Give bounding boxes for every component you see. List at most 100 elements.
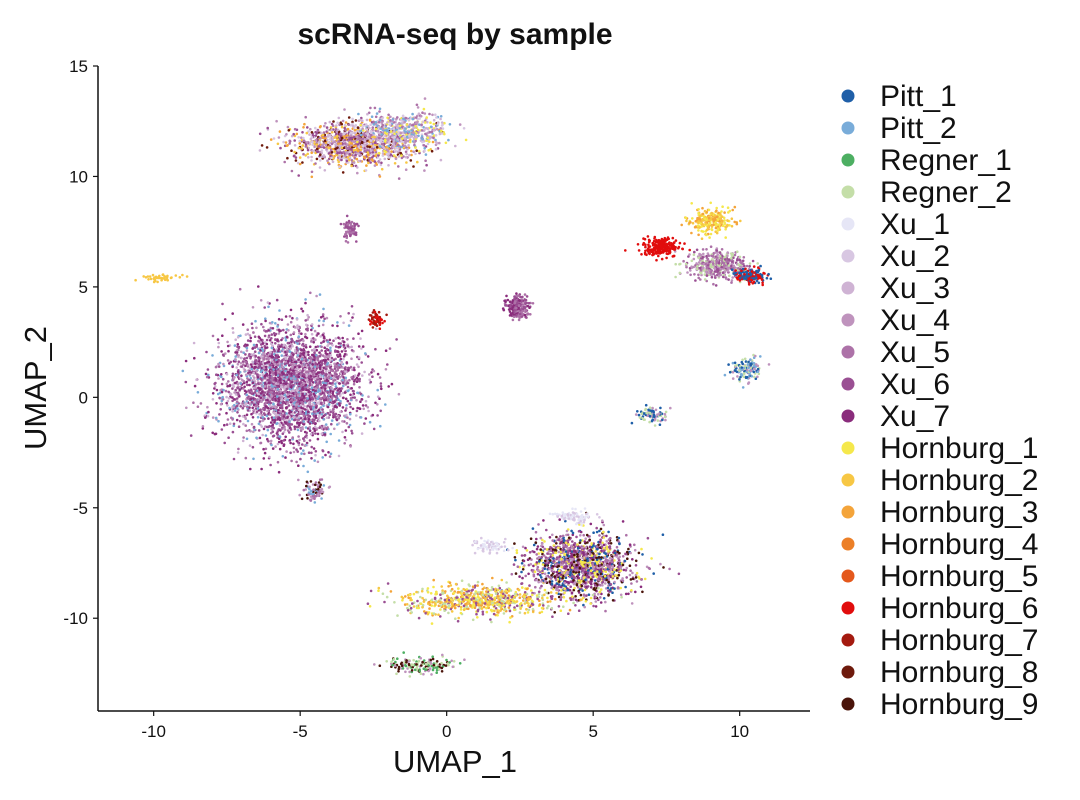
- data-point: [407, 144, 410, 147]
- data-point: [226, 344, 230, 348]
- data-point: [405, 139, 408, 143]
- data-point: [262, 427, 266, 431]
- data-point: [426, 136, 430, 139]
- data-point: [245, 393, 249, 397]
- data-point: [357, 345, 361, 348]
- data-point: [344, 376, 348, 380]
- data-point: [412, 123, 415, 126]
- data-point: [268, 339, 272, 342]
- data-point: [291, 412, 294, 416]
- data-point: [235, 373, 238, 377]
- data-point: [220, 428, 224, 431]
- data-point: [383, 134, 386, 137]
- data-point: [275, 360, 279, 364]
- data-point: [248, 353, 251, 356]
- data-point: [311, 372, 315, 376]
- data-point: [368, 420, 372, 424]
- data-point: [353, 374, 357, 377]
- data-point: [421, 140, 424, 144]
- data-point: [339, 375, 342, 379]
- data-point: [360, 141, 364, 145]
- data-point: [232, 422, 236, 426]
- data-point: [295, 318, 299, 321]
- data-point: [427, 149, 431, 152]
- data-point: [307, 350, 310, 354]
- data-point: [306, 126, 309, 129]
- data-point: [289, 377, 293, 380]
- data-point: [346, 156, 350, 159]
- data-point: [405, 136, 409, 139]
- data-point: [254, 404, 258, 408]
- data-point: [252, 408, 256, 412]
- data-point: [258, 365, 262, 368]
- data-point: [318, 426, 322, 430]
- data-point: [404, 116, 408, 120]
- data-point: [244, 424, 247, 427]
- data-point: [421, 111, 424, 114]
- data-point: [306, 152, 310, 156]
- data-point: [257, 340, 261, 343]
- data-point: [349, 396, 353, 400]
- data-point: [337, 454, 341, 458]
- data-point: [268, 397, 272, 401]
- data-point: [319, 335, 323, 338]
- data-point: [277, 349, 280, 353]
- data-point: [286, 384, 290, 387]
- data-point: [274, 373, 278, 377]
- data-point: [299, 404, 303, 407]
- data-point: [312, 381, 315, 384]
- data-point: [289, 441, 292, 445]
- data-point: [278, 435, 281, 438]
- data-point: [409, 159, 413, 162]
- data-point: [231, 365, 234, 369]
- data-point: [320, 149, 324, 152]
- data-point: [268, 366, 271, 369]
- data-point: [302, 379, 305, 382]
- data-point: [324, 349, 327, 353]
- data-point: [251, 326, 254, 330]
- data-point: [282, 368, 285, 371]
- data-point: [314, 345, 318, 349]
- data-point: [297, 358, 300, 361]
- data-point: [392, 154, 396, 157]
- data-point: [185, 406, 188, 410]
- data-point: [369, 380, 373, 384]
- data-point: [271, 447, 275, 450]
- data-point: [278, 418, 282, 422]
- data-point: [429, 121, 432, 124]
- data-point: [439, 115, 443, 118]
- data-point: [297, 400, 300, 403]
- data-point: [305, 328, 308, 331]
- data-point: [277, 440, 281, 444]
- data-point: [272, 137, 276, 140]
- data-point: [306, 386, 310, 390]
- data-point: [244, 417, 247, 421]
- data-point: [329, 346, 332, 350]
- data-point: [333, 388, 337, 391]
- data-point: [241, 406, 245, 410]
- data-point: [305, 400, 309, 403]
- data-point: [337, 417, 341, 420]
- data-point: [360, 133, 363, 137]
- data-point: [388, 142, 391, 145]
- data-point: [320, 349, 324, 352]
- data-point: [380, 167, 384, 171]
- data-point: [303, 387, 307, 391]
- data-point: [324, 370, 328, 374]
- data-point: [301, 309, 305, 313]
- data-point: [302, 126, 305, 129]
- data-point: [260, 410, 263, 414]
- data-point: [295, 460, 298, 464]
- data-point: [284, 331, 288, 334]
- data-point: [204, 372, 208, 376]
- data-point: [379, 145, 382, 148]
- data-point: [353, 131, 357, 135]
- data-point: [227, 390, 230, 394]
- data-point: [363, 370, 366, 374]
- data-point: [211, 354, 214, 357]
- data-point: [287, 129, 291, 132]
- data-point: [258, 362, 262, 365]
- data-point: [351, 389, 355, 393]
- data-point: [285, 450, 288, 453]
- data-point: [196, 391, 200, 394]
